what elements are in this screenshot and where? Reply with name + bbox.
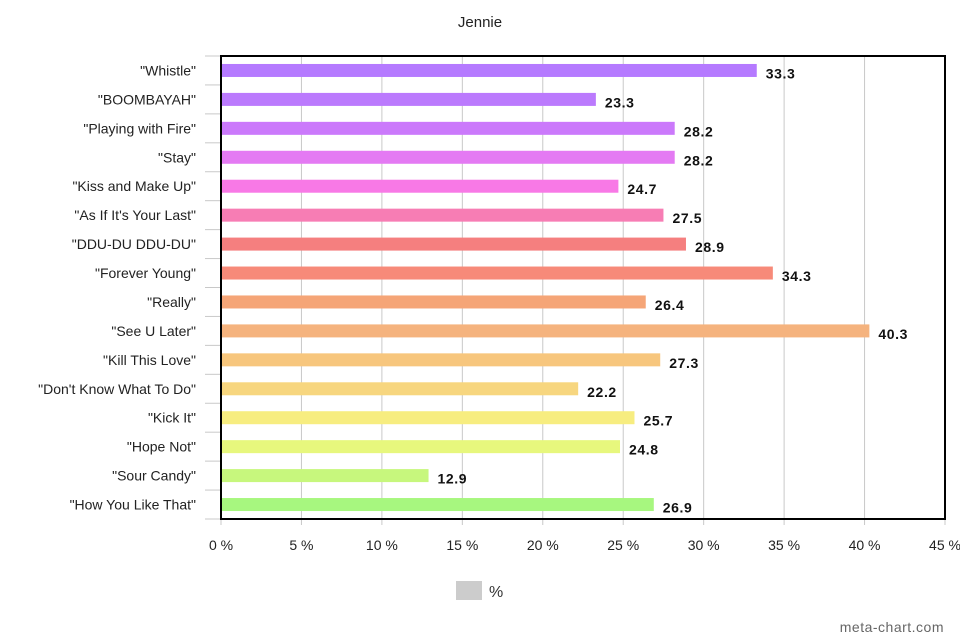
bar [222, 440, 621, 454]
category-label: "Really" [147, 294, 196, 310]
data-label: 27.5 [672, 210, 702, 226]
bar [222, 411, 635, 425]
data-label: 23.3 [605, 94, 635, 110]
category-label: "Kiss and Make Up" [72, 178, 196, 194]
bar [222, 121, 675, 135]
category-label: "Forever Young" [95, 265, 196, 281]
category-label: "DDU-DU DDU-DU" [72, 236, 196, 252]
bar [222, 63, 757, 77]
x-tick-label: 45 % [929, 537, 960, 553]
data-label: 26.4 [655, 297, 685, 313]
bar [222, 382, 579, 396]
x-tick-label: 0 % [209, 537, 233, 553]
bar [222, 498, 654, 512]
bar [222, 266, 773, 280]
watermark: meta-chart.com [840, 619, 944, 635]
x-tick-label: 30 % [688, 537, 720, 553]
data-label: 28.2 [684, 123, 714, 139]
x-tick-label: 15 % [446, 537, 478, 553]
category-label: "Playing with Fire" [83, 120, 196, 136]
category-label: "Sour Candy" [112, 468, 196, 484]
category-label: "As If It's Your Last" [74, 207, 196, 223]
data-label: 28.9 [695, 239, 725, 255]
bar [222, 353, 661, 367]
data-label: 24.7 [627, 181, 657, 197]
bar [222, 324, 870, 338]
bar [222, 179, 619, 193]
bar [222, 469, 429, 483]
data-label: 27.3 [669, 355, 699, 371]
category-label: "How You Like That" [70, 497, 196, 513]
data-label: 25.7 [643, 413, 673, 429]
data-label: 40.3 [878, 326, 908, 342]
category-label: "Kill This Love" [103, 352, 196, 368]
x-tick-label: 40 % [849, 537, 881, 553]
bar [222, 150, 675, 164]
legend: % [456, 581, 503, 601]
legend-label: % [489, 584, 503, 601]
category-labels: "Whistle" "BOOMBAYAH" "Playing with Fire" "… [38, 62, 196, 512]
bars: 33.3 23.3 28.2 28.2 24.7 27.5 28.9 34.3 26.4 40.3… [222, 63, 908, 516]
data-label: 26.9 [663, 500, 693, 516]
category-label: "See U Later" [111, 323, 196, 339]
legend-swatch [456, 581, 482, 600]
category-label: "BOOMBAYAH" [98, 91, 196, 107]
bar [222, 208, 664, 222]
x-tick-label: 25 % [607, 537, 639, 553]
data-label: 12.9 [438, 471, 468, 487]
x-tick-label: 5 % [289, 537, 313, 553]
category-label: "Don't Know What To Do" [38, 381, 196, 397]
category-label: "Hope Not" [127, 439, 196, 455]
data-label: 22.2 [587, 384, 617, 400]
chart-title: Jennie [458, 14, 502, 31]
plot-frame [220, 55, 946, 520]
data-label: 34.3 [782, 268, 812, 284]
category-label: "Kick It" [148, 410, 196, 426]
category-label: "Stay" [158, 149, 196, 165]
data-label: 24.8 [629, 442, 659, 458]
category-label: "Whistle" [140, 62, 196, 78]
bar [222, 92, 596, 106]
x-tick-label: 35 % [768, 537, 800, 553]
data-label: 28.2 [684, 152, 714, 168]
bar [222, 295, 646, 309]
bar [222, 237, 686, 251]
x-tick-label: 20 % [527, 537, 559, 553]
x-tick-label: 10 % [366, 537, 398, 553]
x-axis-ticks: 0 % 5 % 10 % 15 % 20 % 25 % 30 % 35 % 40 % 45 % [209, 537, 960, 553]
data-label: 33.3 [766, 65, 796, 81]
